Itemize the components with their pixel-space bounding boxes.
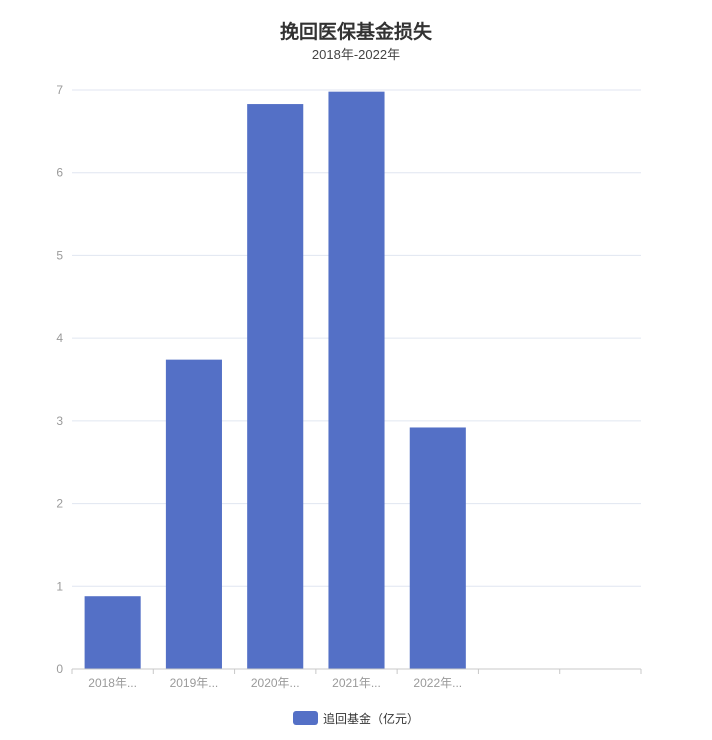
chart-title: 挽回医保基金损失 — [279, 22, 432, 43]
bar — [328, 91, 385, 669]
bar — [247, 104, 304, 670]
bar — [84, 596, 141, 669]
legend-swatch — [292, 711, 318, 725]
legend-item[interactable]: 追回基金（亿元） — [0, 708, 712, 728]
y-tick-label: 6 — [56, 166, 63, 180]
y-tick-label: 1 — [56, 579, 63, 593]
x-tick-label: 2020年... — [251, 676, 300, 690]
x-tick-label: 2021年... — [332, 676, 381, 690]
y-tick-label: 0 — [56, 662, 63, 676]
y-tick-label: 4 — [56, 331, 63, 345]
x-tick-label: 2022年... — [413, 676, 462, 690]
y-tick-label: 7 — [56, 83, 63, 97]
y-tick-label: 2 — [56, 497, 63, 511]
x-tick-label: 2019年... — [170, 676, 219, 690]
bar — [165, 359, 222, 669]
legend-label: 追回基金（亿元） — [322, 711, 419, 726]
y-tick-label: 3 — [56, 414, 63, 428]
x-tick-label: 2018年... — [88, 676, 137, 690]
y-tick-label: 5 — [56, 248, 63, 262]
bar — [409, 427, 466, 669]
chart-subtitle: 2018年-2022年 — [311, 47, 401, 62]
